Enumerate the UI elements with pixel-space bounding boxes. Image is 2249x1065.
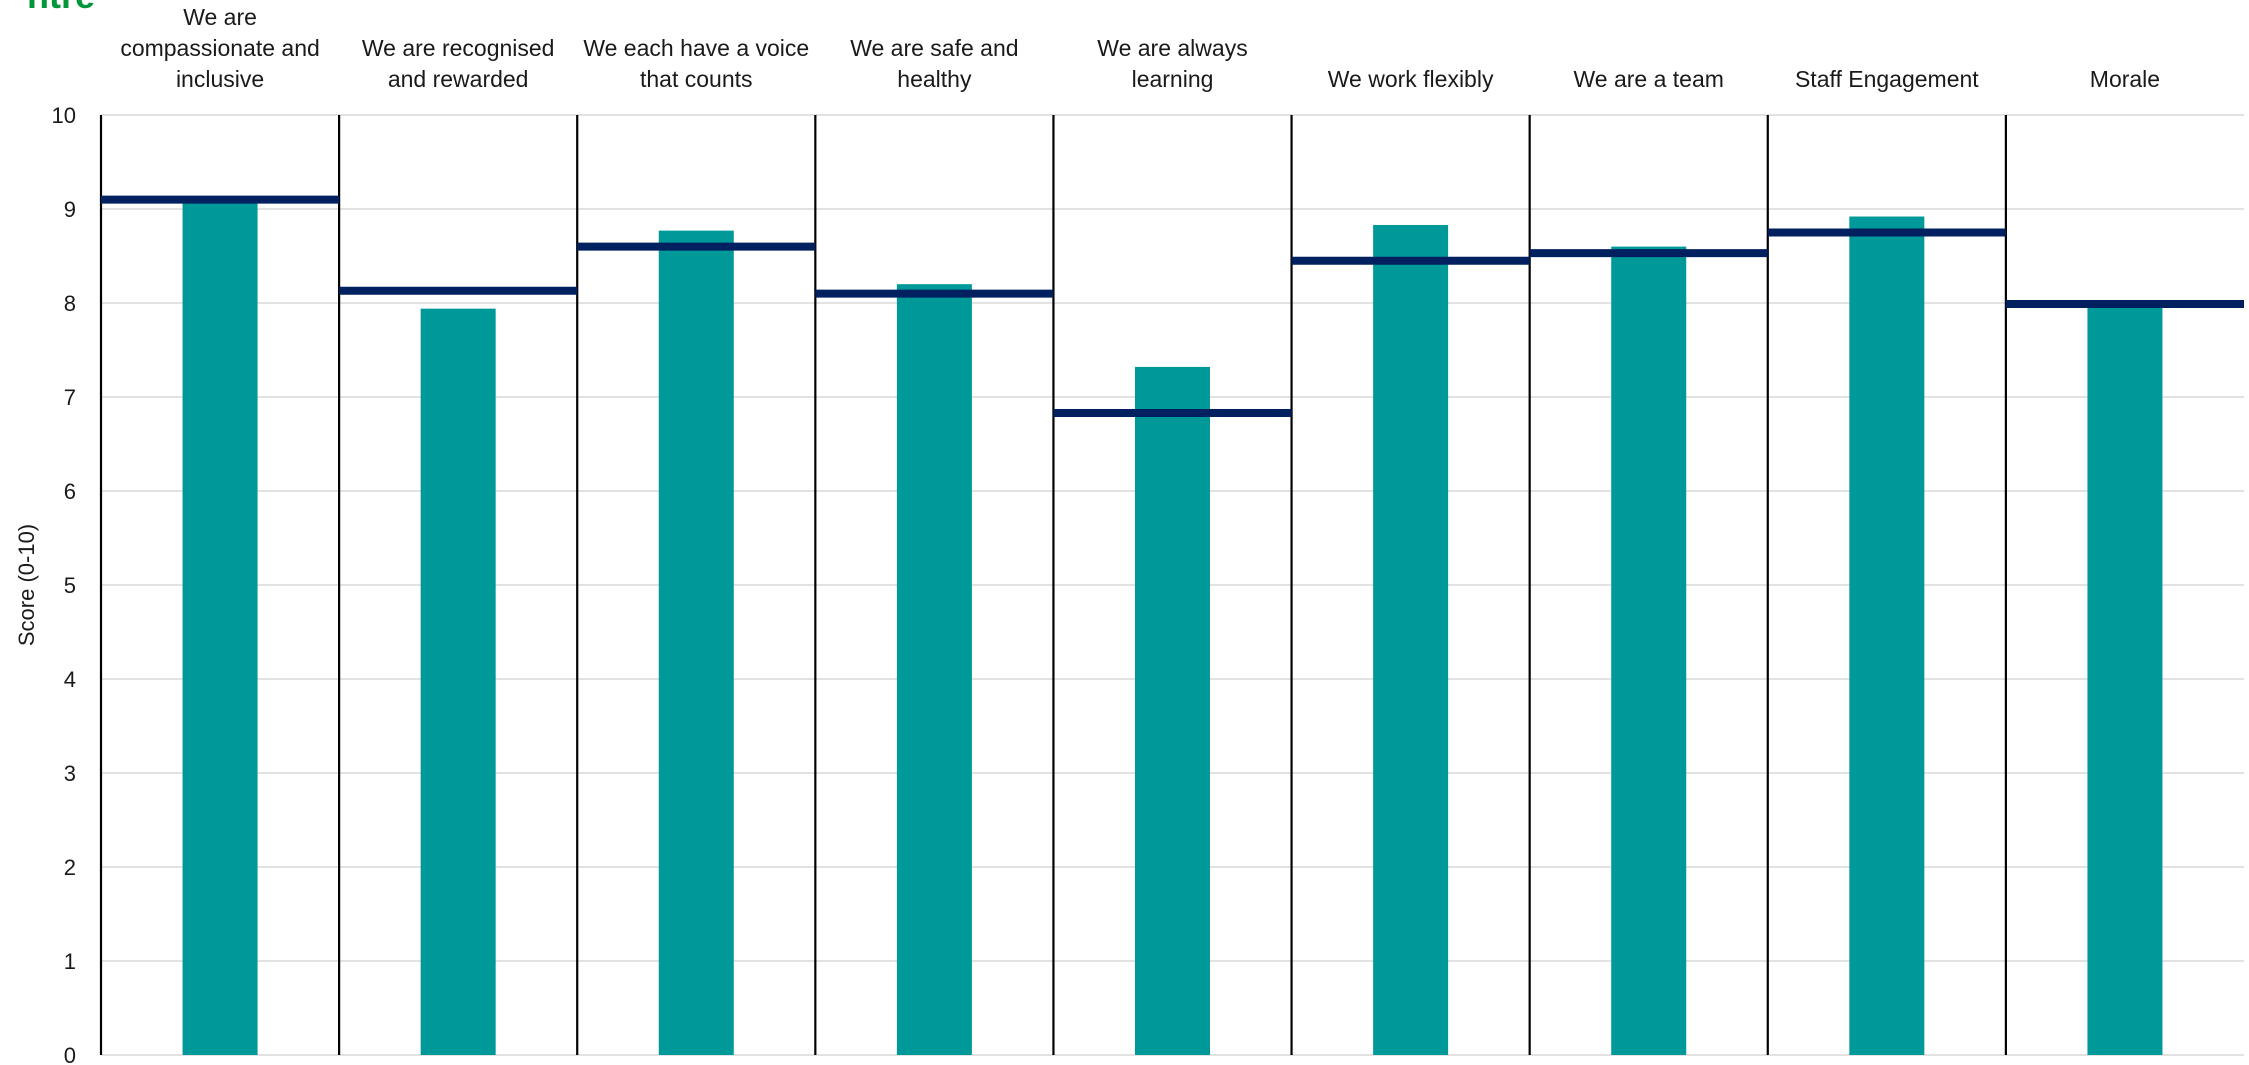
bar [183, 203, 258, 1055]
category-label-line: learning [1132, 66, 1214, 92]
category-label: Morale [2090, 66, 2160, 92]
category-label: We are compassionate and inclusive [120, 4, 319, 92]
y-tick-label: 3 [64, 761, 76, 786]
y-tick-label: 8 [64, 291, 76, 316]
category-layer: We are compassionate and inclusive We are r… [120, 4, 2160, 92]
category-label: We are safe and healthy [850, 35, 1018, 92]
tick-layer: 0 1 2 3 4 5 6 7 8 9 10 [52, 103, 76, 1065]
category-label-line: We are recognised [362, 35, 555, 61]
category-label: We are always learning [1097, 35, 1247, 92]
category-label-line: We are safe and [850, 35, 1018, 61]
y-tick-label: 2 [64, 855, 76, 880]
category-label-line: Staff Engagement [1795, 66, 1979, 92]
y-tick-label: 9 [64, 197, 76, 222]
category-label: We work flexibly [1328, 66, 1494, 92]
category-label-line: We are a team [1574, 66, 1724, 92]
category-label: Staff Engagement [1795, 66, 1979, 92]
category-label: We are recognised and rewarded [362, 35, 555, 92]
bar [897, 284, 972, 1055]
y-axis-title: Score (0-10) [14, 524, 39, 646]
bar [1611, 247, 1686, 1055]
category-label-line: healthy [897, 66, 972, 92]
y-tick-label: 7 [64, 385, 76, 410]
organisation-logo-text: ntre [27, 0, 95, 16]
category-label-line: Morale [2090, 66, 2160, 92]
bar [1373, 225, 1448, 1055]
bar [2087, 303, 2162, 1055]
bar [1849, 217, 1924, 1055]
bar [421, 309, 496, 1055]
category-label: We each have a voice that counts [583, 35, 809, 92]
bar [659, 231, 734, 1055]
y-tick-label: 1 [64, 949, 76, 974]
y-tick-label: 10 [52, 103, 76, 128]
y-tick-label: 5 [64, 573, 76, 598]
category-label-line: compassionate and [120, 35, 319, 61]
y-tick-label: 0 [64, 1043, 76, 1065]
bar-layer [183, 203, 2163, 1055]
category-label-line: and rewarded [388, 66, 529, 92]
category-label-line: inclusive [176, 66, 264, 92]
category-label-line: We are always [1097, 35, 1247, 61]
category-label: We are a team [1574, 66, 1724, 92]
y-tick-label: 4 [64, 667, 76, 692]
category-label-line: We work flexibly [1328, 66, 1494, 92]
bar [1135, 367, 1210, 1055]
category-label-line: that counts [640, 66, 753, 92]
y-tick-label: 6 [64, 479, 76, 504]
category-label-line: We each have a voice [583, 35, 809, 61]
category-label-line: We are [183, 4, 257, 30]
